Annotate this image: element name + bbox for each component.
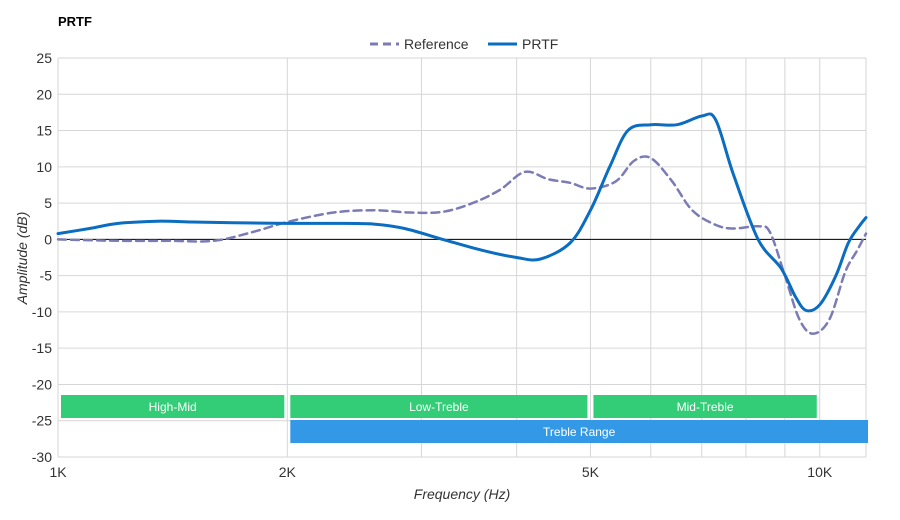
- series-line-reference: [56, 155, 868, 335]
- y-tick-label: 5: [44, 195, 52, 211]
- series-layer: [56, 112, 868, 335]
- band-layer: High-Mid Low-Treble Mid-Treble Treble Range: [61, 395, 868, 443]
- y-tick-label: 10: [36, 159, 52, 175]
- y-tick-label: -20: [32, 376, 52, 392]
- x-tick-label: 2K: [279, 464, 297, 480]
- y-tick-label: -10: [32, 304, 52, 320]
- y-tick-label: 15: [36, 123, 52, 139]
- y-axis-label: Amplitude (dB): [14, 212, 30, 306]
- y-tick-label: -25: [32, 413, 52, 429]
- x-axis-label: Frequency (Hz): [414, 486, 510, 502]
- range-band-label: Treble Range: [543, 425, 616, 439]
- y-tick-label: -30: [32, 449, 52, 465]
- y-tick-label: -15: [32, 340, 52, 356]
- range-band: [290, 395, 588, 418]
- range-band: [290, 420, 868, 443]
- legend-label-reference: Reference: [404, 36, 469, 52]
- series-line-prtf: [56, 112, 868, 313]
- x-tick-label: 1K: [49, 464, 67, 480]
- range-band-label: Mid-Treble: [677, 400, 734, 414]
- y-tick-label: 25: [36, 50, 52, 66]
- range-band-label: Low-Treble: [409, 400, 469, 414]
- y-tick-label: -5: [40, 268, 53, 284]
- y-tick-label: 20: [36, 86, 52, 102]
- legend: Reference PRTF: [370, 36, 558, 52]
- chart-title: PRTF: [58, 14, 92, 29]
- y-tick-label: 0: [44, 231, 52, 247]
- x-tick-label: 10K: [807, 464, 833, 480]
- x-tick-label: 5K: [582, 464, 600, 480]
- range-band-label: High-Mid: [149, 400, 197, 414]
- range-band: [593, 395, 817, 418]
- legend-label-prtf: PRTF: [522, 36, 558, 52]
- range-band: [61, 395, 285, 418]
